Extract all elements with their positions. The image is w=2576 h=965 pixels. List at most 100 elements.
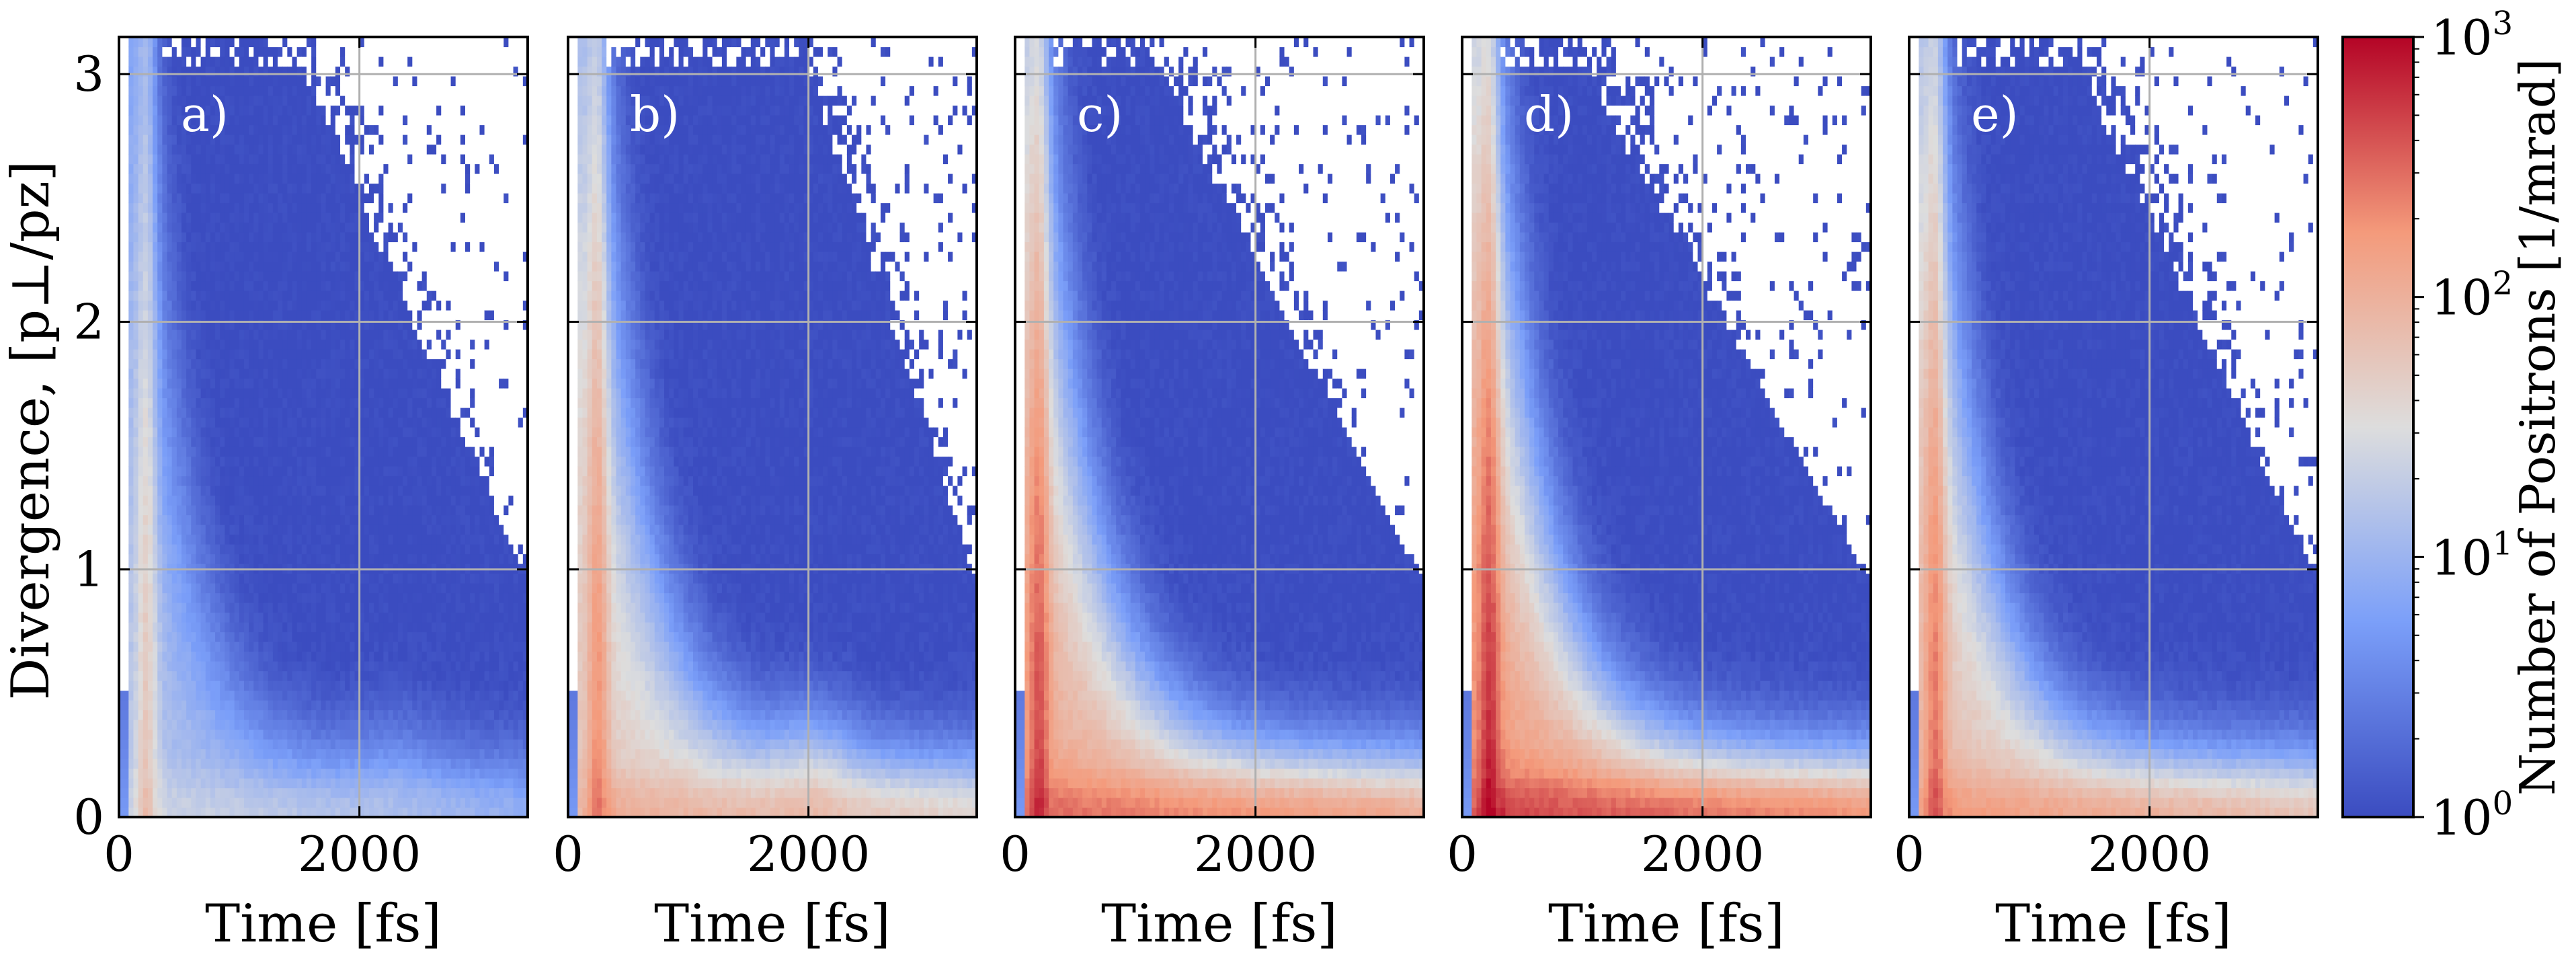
heatmap-cell [124, 427, 129, 437]
heatmap-cell [143, 486, 149, 496]
heatmap-cell [148, 86, 153, 96]
heatmap-cell [157, 574, 163, 584]
heatmap-cell [157, 583, 163, 593]
heatmap-cell [124, 193, 129, 203]
heatmap-cell [177, 281, 182, 291]
heatmap-cell [167, 242, 173, 252]
heatmap-cell [162, 134, 167, 145]
heatmap-cell [128, 379, 134, 389]
heatmap-cell [172, 603, 177, 613]
heatmap-cell [148, 349, 153, 359]
heatmap-cell [133, 281, 138, 291]
heatmap-cell [143, 213, 149, 223]
heatmap-cell [148, 798, 153, 808]
heatmap-cell [157, 271, 163, 281]
heatmap-cell [148, 691, 153, 701]
heatmap-cell [186, 281, 192, 291]
heatmap-cell [201, 76, 206, 86]
heatmap-cell [201, 203, 206, 213]
heatmap-cell [162, 145, 167, 155]
heatmap-cell [128, 720, 134, 730]
heatmap-cell [177, 720, 182, 730]
heatmap-cell [167, 134, 173, 145]
heatmap-cell [143, 798, 149, 808]
heatmap-cell [191, 76, 196, 86]
heatmap-cell [133, 730, 138, 740]
heatmap-cell [157, 691, 163, 701]
heatmap-cell [191, 700, 196, 710]
heatmap-cell [128, 145, 134, 155]
heatmap-cell [162, 398, 167, 408]
heatmap-cell [128, 749, 134, 759]
heatmap-cell [201, 154, 206, 164]
heatmap-cell [157, 554, 163, 564]
heatmap-cell [143, 681, 149, 691]
heatmap-cell [162, 583, 167, 593]
heatmap-cell [153, 86, 158, 96]
heatmap-cell [143, 408, 149, 418]
heatmap-cell [186, 515, 192, 525]
heatmap-cell [138, 193, 144, 203]
heatmap-cell [177, 301, 182, 311]
heatmap-cell [191, 515, 196, 525]
heatmap-cell [206, 603, 211, 613]
heatmap-cell [124, 544, 129, 554]
heatmap-cell [124, 447, 129, 457]
heatmap-cell [128, 213, 134, 223]
heatmap-cell [143, 223, 149, 233]
heatmap-cell [196, 632, 201, 642]
heatmap-cell [124, 301, 129, 311]
heatmap-cell [191, 730, 196, 740]
heatmap-cell [124, 47, 129, 57]
heatmap-cell [191, 427, 196, 437]
heatmap-cell [128, 223, 134, 233]
heatmap-cell [153, 223, 158, 233]
heatmap-cell [167, 603, 173, 613]
heatmap-cell [196, 544, 201, 554]
heatmap-cell [196, 749, 201, 759]
heatmap-cell [172, 798, 177, 808]
heatmap-cell [177, 788, 182, 798]
heatmap-cell [196, 437, 201, 447]
heatmap-cell [172, 262, 177, 272]
heatmap-cell [148, 262, 153, 272]
heatmap-cell [201, 37, 206, 47]
heatmap-cell [138, 535, 144, 545]
heatmap-cell [128, 652, 134, 662]
heatmap-cell [186, 154, 192, 164]
heatmap-cell [177, 603, 182, 613]
heatmap-cell [177, 369, 182, 379]
heatmap-cell [201, 457, 206, 467]
heatmap-cell [124, 603, 129, 613]
heatmap-cell [153, 95, 158, 106]
heatmap-cell [153, 554, 158, 564]
heatmap-cell [201, 583, 206, 593]
heatmap-cell [167, 262, 173, 272]
heatmap-cell [124, 720, 129, 730]
heatmap-cell [133, 106, 138, 116]
heatmap-cell [201, 739, 206, 749]
heatmap-cell [124, 437, 129, 447]
heatmap-cell [172, 759, 177, 769]
heatmap-cell [153, 661, 158, 671]
heatmap-cell [138, 232, 144, 242]
heatmap-cell [124, 593, 129, 603]
heatmap-cell [162, 164, 167, 174]
heatmap-cell [172, 730, 177, 740]
heatmap-cell [177, 232, 182, 242]
heatmap-cell [162, 86, 167, 96]
heatmap-cell [138, 710, 144, 720]
heatmap-cell [153, 720, 158, 730]
heatmap-cell [148, 642, 153, 652]
heatmap-cell [128, 535, 134, 545]
heatmap-cell [172, 700, 177, 710]
heatmap-cell [201, 652, 206, 662]
heatmap-cell [196, 788, 201, 798]
heatmap-cell [186, 427, 192, 437]
heatmap-cell [157, 379, 163, 389]
heatmap-cell [186, 622, 192, 632]
heatmap-cell [162, 232, 167, 242]
heatmap-cell [124, 125, 129, 135]
heatmap-cell [157, 720, 163, 730]
heatmap-cell [133, 505, 138, 515]
